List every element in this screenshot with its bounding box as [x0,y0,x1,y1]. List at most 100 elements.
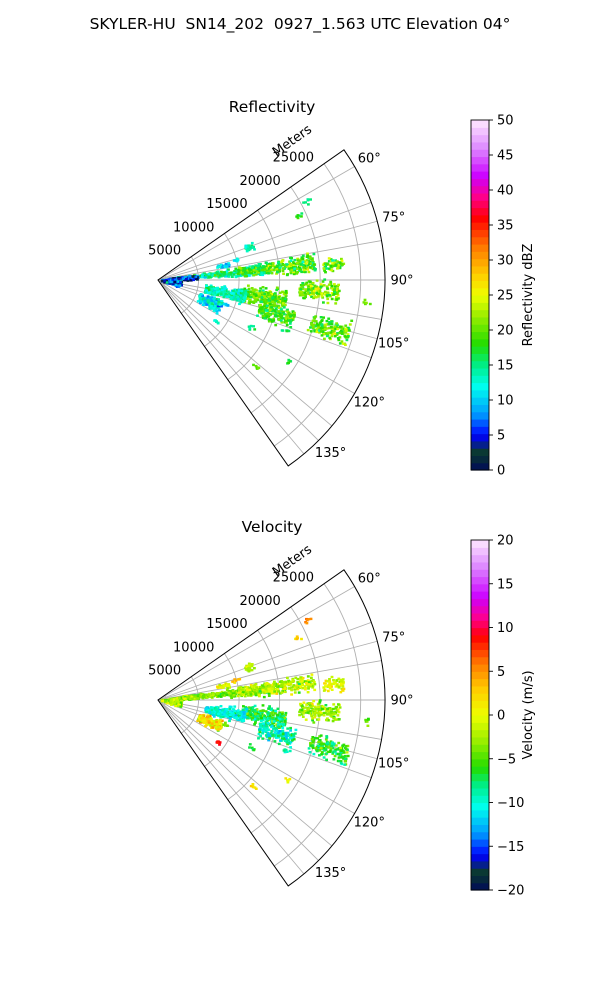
reflectivity-range-label: 15000 [206,197,247,212]
reflectivity-gate [319,321,322,324]
reflectivity-colorbar-tick-label: 25 [497,289,514,304]
reflectivity-colorbar-tick-label: 30 [497,254,514,269]
reflectivity-gate [304,293,307,297]
velocity-gate [265,728,269,732]
reflectivity-gate [177,278,181,281]
reflectivity-gate [244,266,248,269]
velocity-gate [301,687,304,690]
reflectivity-gate [293,313,296,317]
reflectivity-gate [206,291,210,295]
velocity-gate [301,715,305,718]
reflectivity-colorbar-band [471,134,489,143]
reflectivity-gate [313,316,317,320]
reflectivity-azimuth-line [157,279,305,455]
reflectivity-gate [329,282,333,286]
reflectivity-gate [333,261,337,264]
velocity-gate [212,720,216,723]
velocity-gate [221,712,225,716]
reflectivity-gate [307,270,311,274]
reflectivity-colorbar-band [471,404,489,413]
velocity-gate [233,710,236,713]
velocity-gate [366,724,370,727]
reflectivity-gate [275,308,278,311]
reflectivity-gate [214,301,218,304]
velocity-gate [179,705,183,708]
reflectivity-colorbar-band [471,200,489,209]
velocity-gate [219,718,222,722]
velocity-gate [272,724,276,728]
reflectivity-gate [217,307,220,310]
reflectivity-gate [237,266,241,269]
reflectivity-gate [326,301,330,305]
reflectivity-gate [328,294,331,297]
velocity-gate [346,744,350,748]
velocity-gate [307,707,311,710]
velocity-gate [338,756,342,759]
reflectivity-gate [248,301,252,305]
reflectivity-gate [285,314,289,318]
velocity-gate [223,707,227,711]
velocity-gate [229,694,233,698]
reflectivity-gate [320,295,324,298]
velocity-gate [271,714,275,717]
velocity-gate [286,781,290,784]
velocity-gate [335,752,338,755]
velocity-gate [234,711,237,715]
velocity-gate [326,680,330,683]
reflectivity-gate [310,291,314,294]
velocity-gate [314,707,317,710]
reflectivity-gate [248,298,252,302]
reflectivity-gate [306,252,309,255]
velocity-gate [318,701,322,704]
reflectivity-sector-outline [157,149,386,467]
reflectivity-gate [179,281,182,284]
reflectivity-gate [227,264,231,267]
reflectivity-gate [315,328,319,331]
reflectivity-gate [284,294,288,297]
reflectivity-gate [272,304,276,308]
velocity-gate [328,685,332,688]
reflectivity-gate [239,274,243,277]
reflectivity-gate [248,328,252,331]
velocity-gate [253,667,256,670]
reflectivity-gate [319,330,323,333]
velocity-gate [179,701,183,704]
reflectivity-gate [193,275,197,279]
velocity-gate [271,709,275,712]
velocity-gate [324,748,328,752]
reflectivity-gate [279,319,283,322]
reflectivity-gate [253,270,257,274]
velocity-gate [306,709,310,712]
reflectivity-gate [240,289,244,293]
reflectivity-gate [290,317,294,321]
reflectivity-gate [259,307,263,310]
velocity-gate [244,710,248,713]
reflectivity-gate [273,302,277,305]
reflectivity-gate [304,201,307,204]
velocity-gate [285,741,289,744]
velocity-gate [214,725,218,729]
velocity-gate [264,687,268,690]
reflectivity-gate [244,294,247,297]
velocity-gate [293,691,297,694]
reflectivity-gate [301,287,304,291]
reflectivity-gate [163,281,166,284]
reflectivity-gate [212,298,215,301]
reflectivity-gate [206,276,210,279]
velocity-gate [311,741,315,744]
velocity-gate [295,685,299,688]
velocity-gate [229,717,232,720]
reflectivity-gate [253,288,257,291]
velocity-gate [313,711,317,714]
velocity-gate [283,720,287,723]
reflectivity-gate [242,269,245,272]
reflectivity-gate [280,329,284,332]
reflectivity-gate [250,241,254,245]
reflectivity-gate [213,319,216,322]
velocity-colorbar-tick-label: 15 [497,577,514,592]
reflectivity-gate [320,334,324,337]
velocity-colorbar-band [471,561,489,570]
reflectivity-gate [296,261,299,265]
